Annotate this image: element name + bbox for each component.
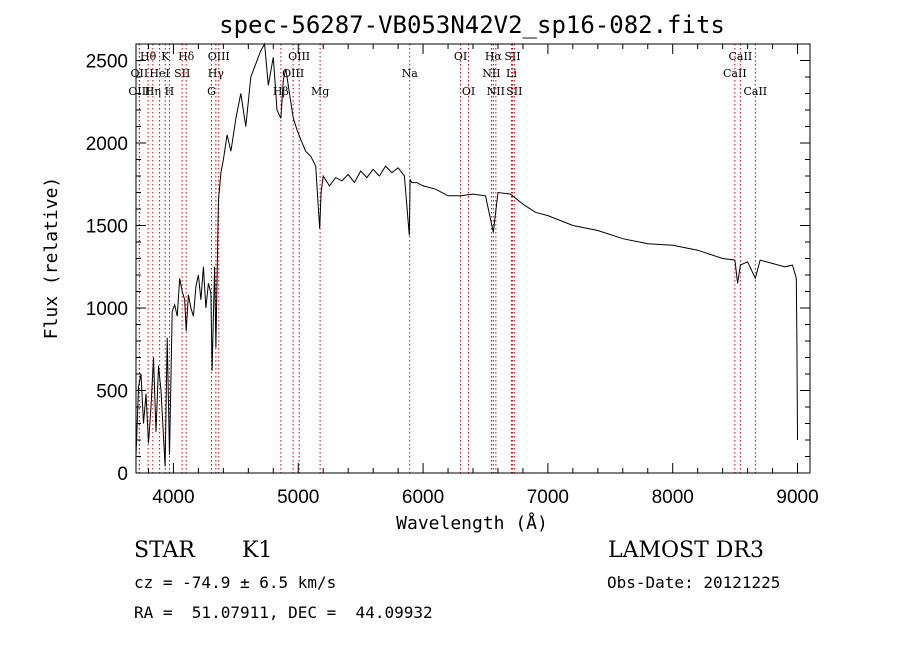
subclass: K1 [242,538,273,563]
line-label-8: CaII [729,50,753,63]
line-label-7: SII [504,50,520,63]
x-axis-label: Wavelength (Å) [396,512,548,534]
x-axis: 4000 5000 6000 7000 8000 9000 [147,44,819,508]
line-label-17: CaII [723,67,747,80]
y-tick-label: 2500 [86,52,128,73]
line-label-15: NII [482,67,500,80]
line-label-10: HeI [149,67,169,80]
line-label-5: OI [454,50,467,63]
line-label-4: OIII [288,50,310,63]
y-tick-label: 2000 [86,134,128,155]
line-label-23: Mg [311,85,329,98]
line-label-24: OI [462,85,475,98]
x-tick-label: 6000 [402,487,444,508]
line-label-12: Hγ [208,67,225,80]
line-label-16: Li [506,67,517,80]
survey-name: LAMOST DR3 [608,538,764,563]
line-label-26: SII [506,85,522,98]
line-label-11: SII [174,67,190,80]
line-label-1: K [161,50,170,63]
line-label-27: CaII [743,85,767,98]
line-label-22: Hβ [273,85,289,98]
x-tick-label: 5000 [277,487,319,508]
y-axis: 0 500 1000 1500 2000 2500 [86,43,810,485]
line-label-9: OII [131,67,149,80]
line-label-25: NII [487,85,505,98]
x-tick-label: 7000 [527,487,569,508]
coordinates: RA = 51.07911, DEC = 44.09932 [134,603,433,622]
line-label-20: H [165,85,175,98]
line-label-21: G [207,85,216,98]
line-label-3: OIII [208,50,230,63]
y-tick-label: 0 [117,464,128,485]
line-label-6: Hα [485,50,503,63]
chart-title: spec-56287-VB053N42V2_sp16-082.fits [219,11,725,39]
line-label-14: Na [402,67,419,80]
y-tick-label: 1500 [86,217,128,238]
y-axis-label: Flux (relative) [41,177,62,340]
redshift-value: cz = -74.9 ± 6.5 km/s [134,573,337,592]
spectrum-series-line [135,42,798,467]
line-label-2: Hδ [178,50,195,63]
plot-frame [135,43,811,474]
spectral-line-markers [138,44,756,473]
line-label-19: Hη [145,85,161,98]
line-label-18: OIII [128,85,150,98]
x-tick-label: 8000 [652,487,694,508]
line-label-13: OIII [282,67,304,80]
x-tick-label: 9000 [776,487,818,508]
x-tick-label: 4000 [152,487,194,508]
object-class: STAR [134,538,195,563]
y-tick-label: 500 [96,382,128,403]
y-tick-label: 1000 [86,299,128,320]
line-label-0: Hθ [140,50,157,63]
observation-date: Obs-Date: 20121225 [607,573,781,592]
